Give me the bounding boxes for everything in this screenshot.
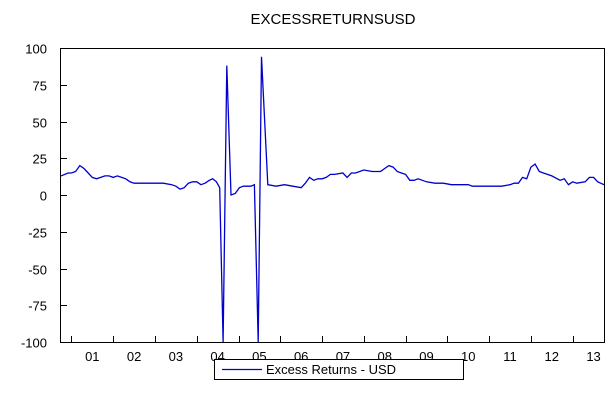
y-tick-label: 25 [33, 152, 47, 167]
y-tick-label: -50 [28, 263, 47, 278]
x-tick-label: 01 [85, 349, 99, 364]
y-tick-label: 50 [33, 116, 47, 131]
y-axis: 100 75 50 25 0 -25 -50 -75 -100 [21, 42, 67, 351]
y-tick-label: -100 [21, 336, 47, 351]
series-line-0 [61, 56, 604, 342]
legend-box [214, 359, 464, 380]
x-tick-label: 02 [127, 349, 141, 364]
x-tick-label: 10 [461, 349, 475, 364]
x-tick-label: 11 [503, 349, 517, 364]
y-tick-label: 75 [33, 79, 47, 94]
y-tick-label: 100 [25, 42, 47, 57]
y-tick-label: 0 [40, 189, 47, 204]
chart-title: EXCESSRETURNSUSD [250, 11, 415, 28]
legend-label: Excess Returns - USD [266, 362, 396, 377]
legend: Excess Returns - USD [214, 359, 464, 380]
plot-frame [60, 48, 605, 343]
x-tick-label: 12 [545, 349, 559, 364]
y-tick-label: -75 [28, 299, 47, 314]
series-layer [61, 56, 604, 342]
x-tick-label: 13 [586, 349, 600, 364]
y-tick-label: -25 [28, 226, 47, 241]
x-tick-label: 03 [169, 349, 183, 364]
